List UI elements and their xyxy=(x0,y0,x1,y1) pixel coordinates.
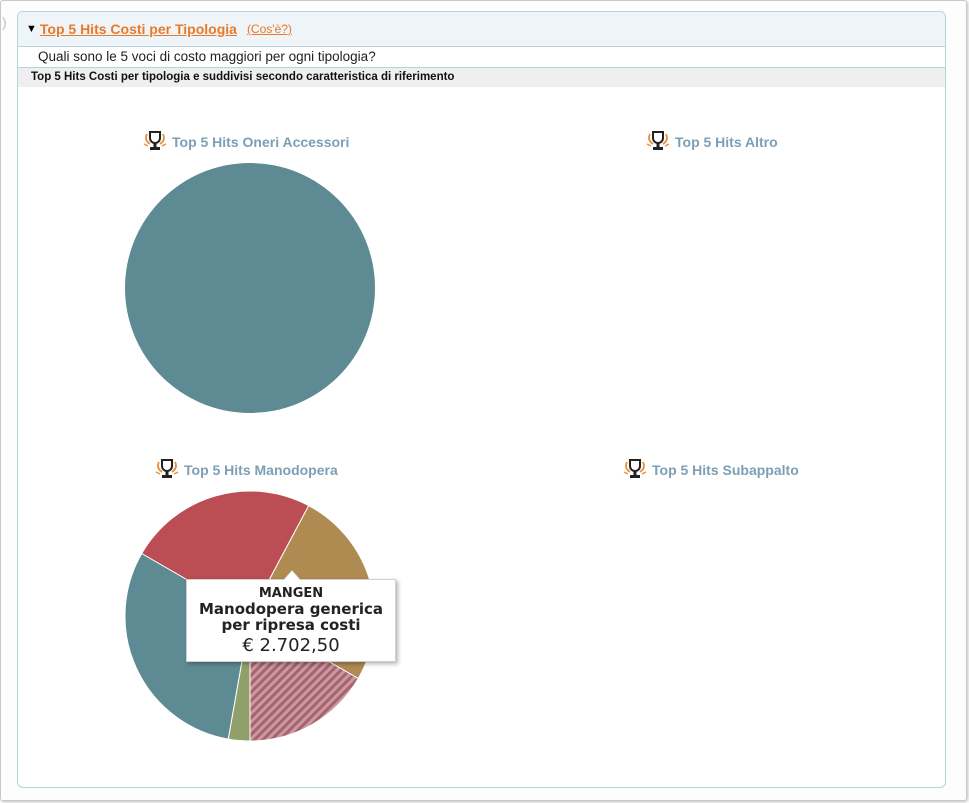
panel-title-link[interactable]: Top 5 Hits Costi per Tipologia xyxy=(39,21,237,37)
chart-title-altro: Top 5 Hits Altro xyxy=(645,130,778,154)
chart-section-subheader: Top 5 Hits Costi per tipologia e suddivi… xyxy=(18,68,945,87)
tooltip-value: € 2.702,50 xyxy=(242,635,340,656)
chart-title-text: Top 5 Hits Subappalto xyxy=(652,462,799,478)
trophy-icon xyxy=(155,459,179,478)
edge-glyph: ) xyxy=(2,14,7,30)
pie-chart-oneri-accessori[interactable] xyxy=(120,158,380,418)
trophy-icon xyxy=(646,131,670,150)
chart-title-oneri-accessori: Top 5 Hits Oneri Accessori xyxy=(142,130,349,154)
chart-title-text: Top 5 Hits Manodopera xyxy=(184,462,338,478)
chart-title-manodopera: Top 5 Hits Manodopera xyxy=(154,458,338,482)
whatis-link[interactable]: (Cos'è?) xyxy=(246,22,292,36)
chart-title-text: Top 5 Hits Altro xyxy=(675,134,778,150)
panel-question: Quali sono le 5 voci di costo maggiori p… xyxy=(18,47,945,68)
trophy-icon xyxy=(623,459,647,478)
collapse-triangle-icon[interactable]: ▼ xyxy=(26,22,37,35)
trophy-icon xyxy=(143,131,167,150)
pie-slice[interactable] xyxy=(125,163,375,413)
pie-slice-tooltip: MANGEN Manodopera generica per ripresa c… xyxy=(186,579,396,662)
tooltip-description: Manodopera generica per ripresa costi xyxy=(198,600,384,634)
chart-title-subappalto: Top 5 Hits Subappalto xyxy=(622,458,799,482)
panel-header: ▼ Top 5 Hits Costi per Tipologia (Cos'è?… xyxy=(18,12,945,47)
chart-title-text: Top 5 Hits Oneri Accessori xyxy=(172,134,350,150)
pie-slice-1[interactable] xyxy=(141,490,310,617)
tooltip-code: MANGEN xyxy=(258,586,324,601)
